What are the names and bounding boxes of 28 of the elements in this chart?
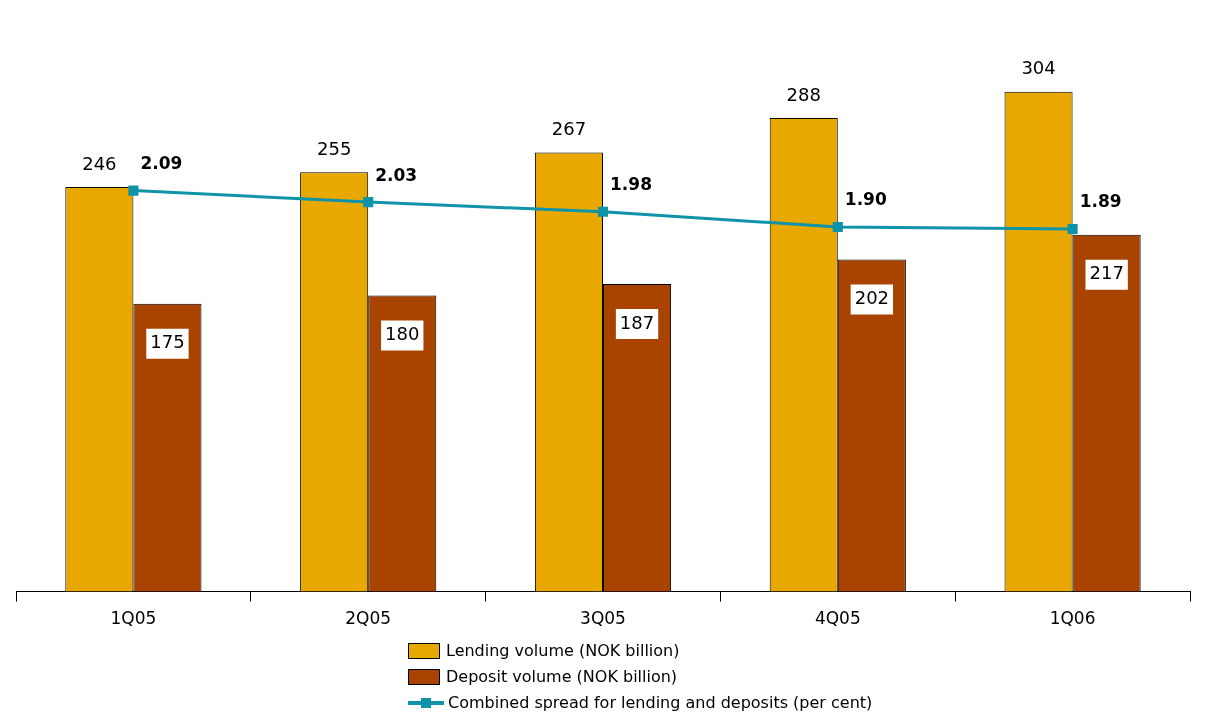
data-label: 180 bbox=[385, 323, 420, 345]
point bbox=[597, 206, 609, 217]
legend-label: Lending volume (NOK billion) bbox=[446, 640, 680, 662]
data-label: 2.03 bbox=[375, 164, 418, 185]
data-label: 1.90 bbox=[844, 189, 887, 210]
data-label: 187 bbox=[619, 311, 655, 333]
point bbox=[128, 185, 139, 196]
x-tick-label: 1Q06 bbox=[1049, 608, 1096, 629]
point bbox=[832, 222, 843, 233]
x-tick-label: 4Q05 bbox=[814, 608, 861, 629]
data-label: 217 bbox=[1089, 262, 1124, 284]
point bbox=[1067, 223, 1078, 235]
data-label: 175 bbox=[150, 331, 185, 353]
data-label: 304 bbox=[1021, 57, 1056, 79]
x-tick-label: 1Q05 bbox=[110, 608, 157, 629]
point bbox=[363, 197, 374, 208]
data-label: 288 bbox=[786, 83, 821, 105]
data-label: 255 bbox=[316, 137, 352, 159]
data-label: 2.09 bbox=[140, 153, 183, 174]
data-label: 202 bbox=[854, 287, 890, 309]
legend-label: Combined spread for lending and deposits (per cent) bbox=[448, 692, 873, 714]
data-label: 1.89 bbox=[1079, 191, 1122, 212]
data-label: 267 bbox=[551, 118, 587, 140]
x-tick-label: 3Q05 bbox=[580, 608, 626, 629]
data-label: 1.98 bbox=[610, 174, 652, 195]
data-label: 246 bbox=[82, 152, 117, 174]
legend-label: Deposit volume (NOK billion) bbox=[446, 666, 678, 688]
x-tick-label: 2Q05 bbox=[345, 608, 392, 629]
